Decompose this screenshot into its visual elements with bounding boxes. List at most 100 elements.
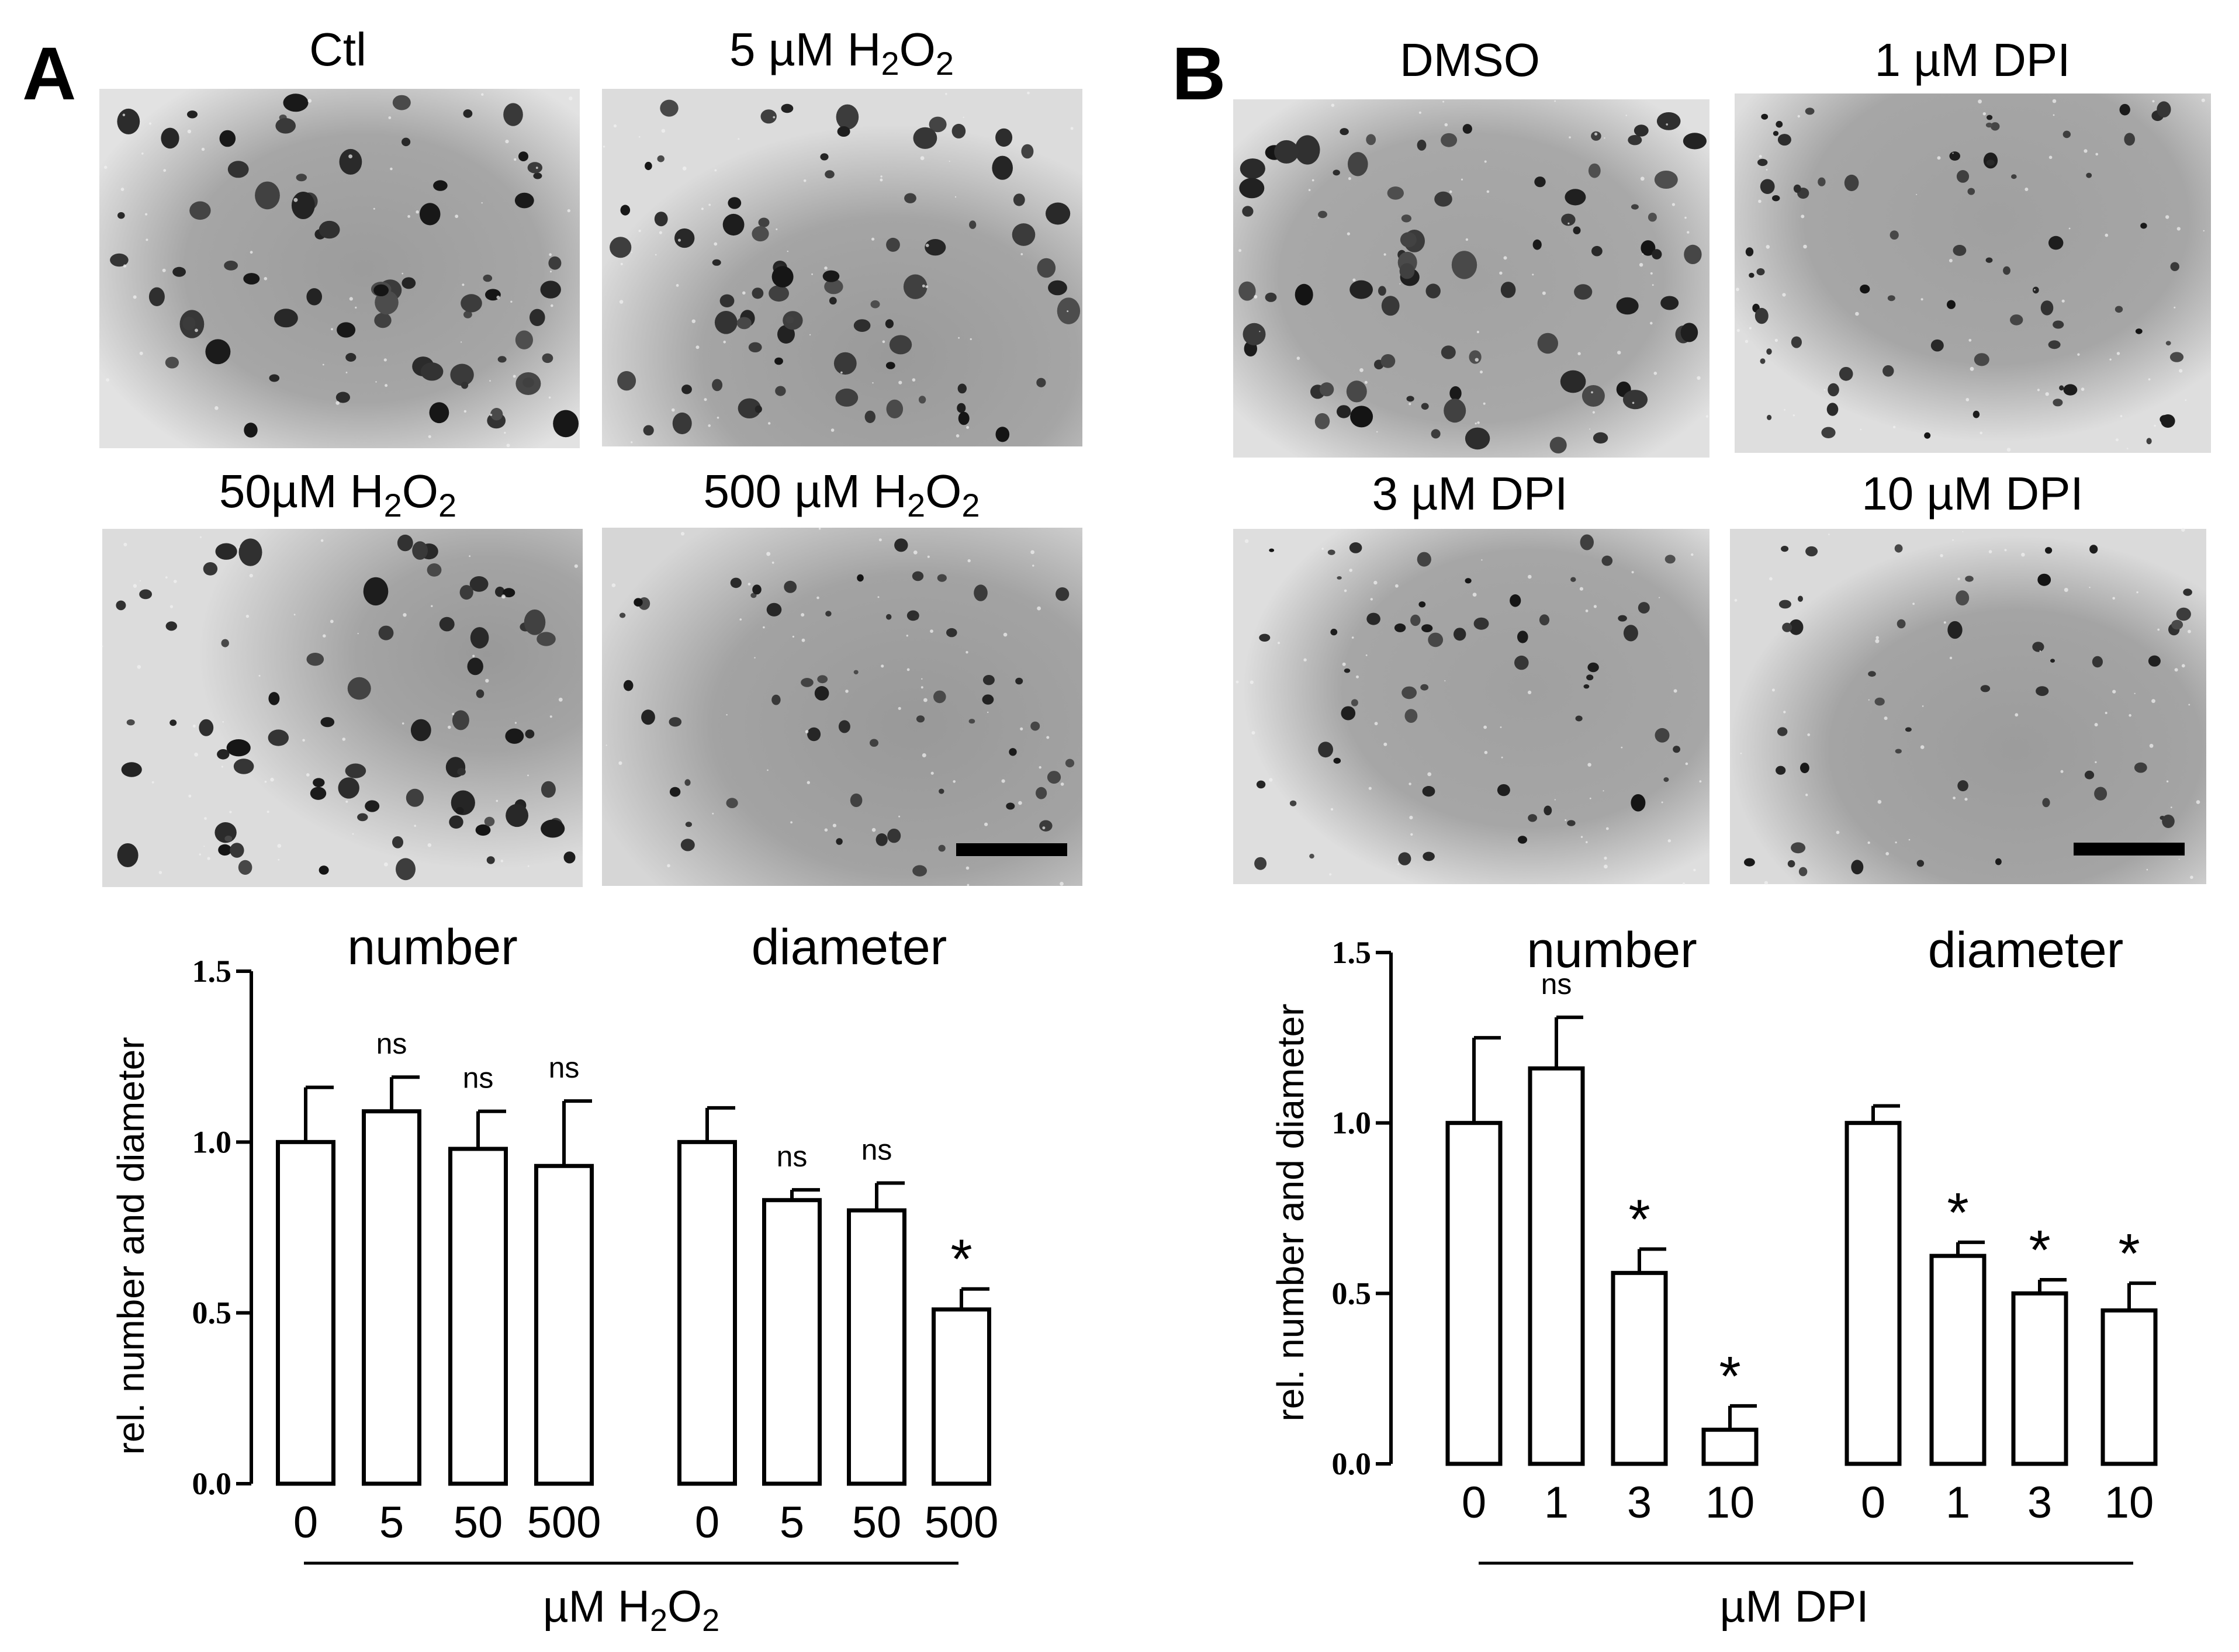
- cell-cluster: [320, 717, 335, 728]
- significance-star: *: [1628, 1189, 1650, 1251]
- cell-cluster: [1423, 851, 1435, 861]
- debris-speck: [550, 271, 552, 273]
- cell-cluster: [1469, 350, 1482, 364]
- cell-cluster: [1821, 427, 1836, 438]
- debris-speck: [1395, 584, 1399, 588]
- y-axis-label: rel. number and diameter: [110, 1037, 152, 1454]
- cell-cluster: [886, 614, 892, 620]
- micrograph-b2: [1735, 93, 2211, 453]
- cell-cluster: [837, 126, 850, 137]
- debris-speck: [1782, 293, 1786, 297]
- debris-speck: [1982, 112, 1986, 116]
- cell-cluster: [392, 836, 403, 848]
- cell-cluster: [885, 362, 895, 369]
- cell-cluster: [1580, 534, 1594, 550]
- cell-cluster: [117, 212, 125, 219]
- debris-speck: [1577, 352, 1581, 355]
- debris-speck: [763, 626, 765, 629]
- cell-cluster: [1652, 249, 1662, 259]
- cell-cluster: [1039, 820, 1053, 832]
- debris-speck: [1067, 310, 1069, 313]
- cell-cluster: [1036, 787, 1047, 799]
- debris-speck: [455, 214, 459, 219]
- debris-speck: [803, 179, 807, 182]
- cell-cluster: [429, 402, 449, 424]
- debris-speck: [2112, 690, 2116, 694]
- cell-cluster: [2148, 655, 2161, 667]
- cell-cluster: [1956, 590, 1970, 606]
- debris-speck: [2095, 761, 2097, 764]
- cell-cluster: [490, 408, 503, 421]
- debris-speck: [1769, 577, 1773, 581]
- cell-cluster: [2165, 341, 2171, 346]
- cell-cluster: [1760, 179, 1775, 195]
- debris-speck: [1774, 338, 1778, 342]
- cell-cluster: [903, 274, 928, 299]
- debris-speck: [1594, 132, 1598, 136]
- micrograph-caption-b1: DMSO: [1400, 34, 1540, 86]
- cell-cluster: [992, 155, 1013, 180]
- cell-cluster: [2063, 384, 2078, 396]
- debris-speck: [1329, 873, 1332, 876]
- debris-speck: [1042, 826, 1046, 830]
- cell-cluster: [957, 403, 966, 413]
- cell-cluster: [1327, 549, 1335, 555]
- debris-speck: [1037, 606, 1041, 611]
- debris-speck: [462, 283, 465, 286]
- debris-speck: [1349, 569, 1352, 572]
- cell-cluster: [1593, 432, 1608, 444]
- debris-speck: [1483, 725, 1487, 729]
- debris-speck: [801, 613, 805, 617]
- debris-speck: [714, 242, 718, 246]
- debris-speck: [500, 860, 504, 863]
- cell-cluster: [1387, 186, 1404, 200]
- cell-cluster: [1756, 268, 1765, 276]
- cell-cluster: [825, 170, 835, 179]
- debris-speck: [2166, 780, 2169, 782]
- debris-speck: [912, 378, 916, 382]
- debris-speck: [1949, 656, 1953, 660]
- debris-speck: [1659, 597, 1660, 598]
- cell-cluster: [913, 127, 937, 149]
- micrograph-a2: [602, 89, 1082, 446]
- debris-speck: [927, 555, 930, 558]
- cell-cluster: [338, 777, 359, 799]
- cell-cluster: [1793, 184, 1801, 193]
- debris-speck: [1444, 680, 1446, 681]
- cell-cluster: [2048, 340, 2061, 349]
- cell-cluster: [2124, 133, 2135, 146]
- debris-speck: [1885, 852, 1890, 856]
- cell-cluster: [1916, 860, 1925, 867]
- cell-cluster: [853, 670, 859, 675]
- cell-cluster: [1239, 178, 1265, 199]
- debris-speck: [201, 147, 205, 151]
- bar: [362, 1109, 421, 1486]
- y-tick-label: 0.5: [1332, 1276, 1372, 1311]
- debris-speck: [101, 645, 103, 647]
- cell-cluster: [838, 720, 850, 733]
- debris-speck: [2006, 448, 2011, 452]
- cell-cluster: [2092, 656, 2103, 668]
- bar: [1611, 1270, 1668, 1466]
- debris-speck: [452, 712, 455, 715]
- debris-speck: [620, 262, 623, 265]
- cell-cluster: [268, 692, 280, 705]
- cell-cluster: [645, 161, 652, 171]
- debris-speck: [207, 857, 210, 860]
- micrograph-a1: [99, 89, 580, 448]
- debris-speck: [930, 771, 934, 775]
- significance-ns: ns: [777, 1140, 808, 1173]
- cell-cluster: [455, 807, 464, 815]
- cell-cluster: [459, 585, 473, 600]
- debris-speck: [1988, 550, 1992, 553]
- cell-cluster: [410, 719, 431, 742]
- cell-cluster: [771, 694, 781, 705]
- cell-cluster: [1404, 709, 1418, 723]
- debris-speck: [2034, 289, 2036, 291]
- debris-speck: [748, 583, 751, 586]
- debris-speck: [551, 304, 553, 307]
- bar: [1445, 1121, 1503, 1466]
- debris-speck: [1682, 882, 1686, 885]
- debris-speck: [1920, 745, 1925, 749]
- debris-speck: [1685, 762, 1688, 766]
